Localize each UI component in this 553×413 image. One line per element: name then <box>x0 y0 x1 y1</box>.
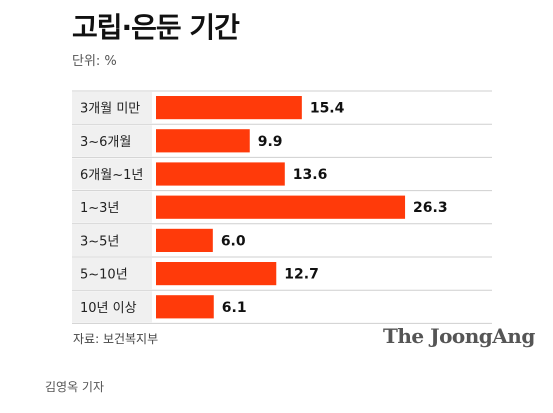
category-label-bg <box>72 191 152 223</box>
bar <box>156 162 285 186</box>
category-label: 3~6개월 <box>80 135 131 150</box>
unit-label: 단위: % <box>72 54 117 69</box>
category-label-bg <box>72 125 152 157</box>
bar <box>156 195 406 219</box>
bar <box>156 228 213 252</box>
bar <box>156 129 250 153</box>
category-label: 3~5년 <box>80 234 119 249</box>
value-label: 15.4 <box>310 101 345 117</box>
category-label: 10년 이상 <box>80 301 137 316</box>
value-label: 12.7 <box>284 267 319 283</box>
value-label: 6.0 <box>221 233 246 249</box>
category-label: 3개월 미만 <box>80 102 140 117</box>
category-label: 6개월~1년 <box>80 168 143 183</box>
category-label-bg <box>72 291 152 323</box>
category-label-bg <box>72 224 152 256</box>
category-label-bg <box>72 158 152 190</box>
category-label-bg <box>72 92 152 124</box>
brand-logo: The JoongAng <box>383 324 535 348</box>
source-note: 자료: 보건복지부 <box>73 332 159 346</box>
value-label: 13.6 <box>293 167 328 183</box>
category-label: 1~3년 <box>80 201 119 216</box>
chart-title: 고립·은둔 기간 <box>72 11 240 44</box>
bar <box>156 96 302 120</box>
value-label: 6.1 <box>222 300 247 316</box>
value-label: 26.3 <box>413 200 448 216</box>
bar <box>156 295 214 319</box>
category-label: 5~10년 <box>80 268 128 283</box>
bar <box>156 262 277 286</box>
value-label: 9.9 <box>258 134 283 150</box>
byline: 김영옥 기자 <box>45 380 105 394</box>
category-label-bg <box>72 258 152 290</box>
